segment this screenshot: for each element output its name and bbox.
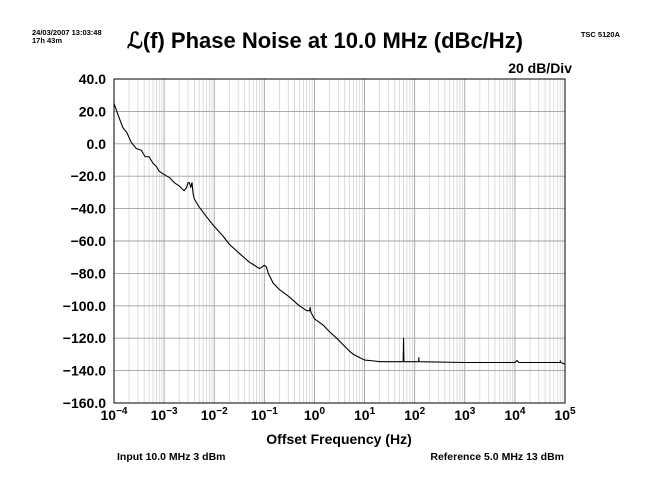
- x-tick-label: 10−4: [101, 406, 128, 423]
- scale-label: 20 dB/Div: [508, 60, 572, 76]
- plot-frame: [113, 78, 566, 404]
- reference-info: Reference 5.0 MHz 13 dBm: [430, 451, 564, 463]
- x-tick-label: 10−1: [251, 406, 278, 423]
- y-tick-label: −40.0: [71, 201, 107, 217]
- x-tick-label: 101: [354, 406, 376, 423]
- y-tick-label: 0.0: [87, 136, 107, 152]
- elapsed-time: 17h 43m: [32, 36, 63, 45]
- x-tick-labels: 10−4 10−3 10−2 10−1 100 101 102 103 104 105: [101, 406, 577, 423]
- y-tick-label: 20.0: [79, 103, 106, 119]
- grid: [114, 79, 565, 403]
- y-tick-labels: 40.0 20.0 0.0 −20.0 −40.0 −60.0 −80.0 −100.0 −12…: [63, 71, 106, 411]
- x-axis-label: Offset Frequency (Hz): [266, 431, 411, 447]
- x-tick-label: 105: [554, 406, 576, 423]
- y-tick-label: −60.0: [71, 233, 107, 249]
- x-tick-label: 10−3: [151, 406, 178, 423]
- y-tick-label: −100.0: [63, 298, 106, 314]
- instrument-model: TSC 5120A: [580, 30, 620, 39]
- phase-noise-trace: [113, 103, 566, 365]
- x-tick-label: 10−2: [201, 406, 228, 423]
- x-tick-label: 102: [404, 406, 426, 423]
- x-tick-label: 103: [454, 406, 476, 423]
- x-tick-label: 104: [504, 406, 526, 423]
- y-tick-label: −80.0: [71, 265, 107, 281]
- y-tick-label: −140.0: [63, 363, 106, 379]
- timestamp-block: 24/03/2007 13:03:48 17h 43m: [32, 29, 102, 45]
- y-tick-label: 40.0: [79, 71, 106, 87]
- chart-title: ℒ(f) Phase Noise at 10.0 MHz (dBc/Hz): [126, 28, 524, 53]
- y-tick-label: −160.0: [63, 395, 106, 411]
- y-tick-label: −120.0: [63, 330, 106, 346]
- y-tick-label: −20.0: [71, 168, 107, 184]
- x-tick-label: 100: [304, 406, 326, 423]
- timestamp: 24/03/2007 13:03:48: [32, 28, 102, 37]
- input-info: Input 10.0 MHz 3 dBm: [117, 451, 226, 463]
